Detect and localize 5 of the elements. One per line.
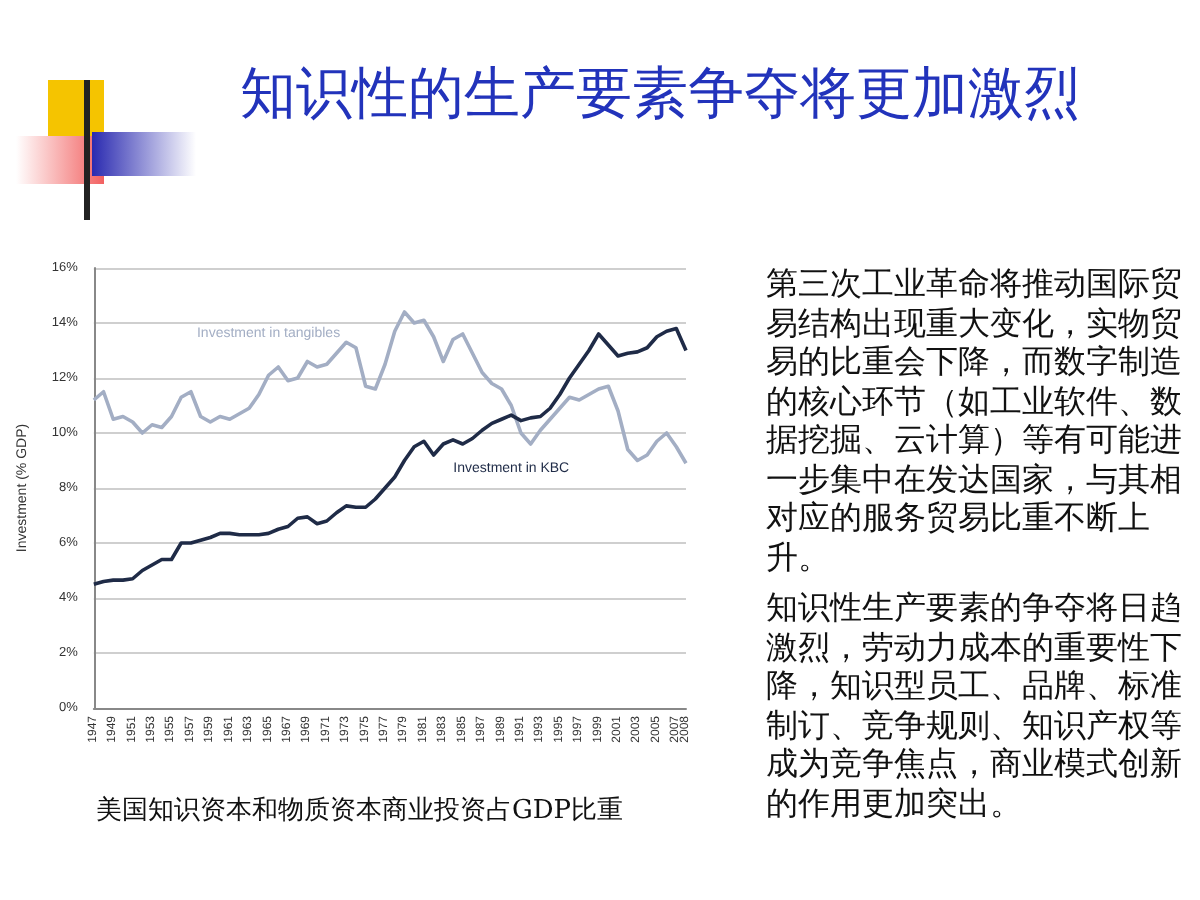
chart-title: 知识性的生产要素争夺将更加激烈 [238, 58, 1082, 130]
text: 知识性生产要素的争夺将日趋激烈，劳动力成本的重要性下降，知识型员工、品牌、标准制订、竞争规则、知识产权等成为竞争焦点，商业模式创新的作用更加突出。 [766, 588, 1184, 822]
text: 美国知识资本和物质资本商业投资占GDP比重 [96, 794, 624, 828]
text: 第三次工业革命将推动国际贸易结构出现重大变化，实物贸易的比重会下降，而数字制造的核心环节（如工业软件、数据挖掘、云计算）等有可能进一步集中在发达国家，与其相对应的服务贸易比重不断上升。 [766, 264, 1184, 576]
line-series [92, 326, 688, 587]
